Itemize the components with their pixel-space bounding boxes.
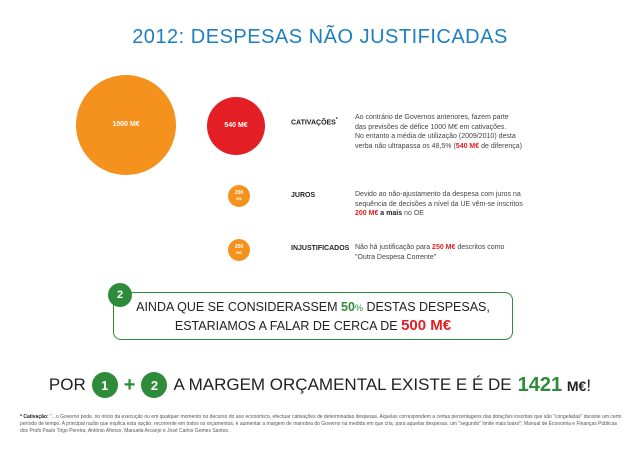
- description-line: No entanto a média de utilização (2009/2…: [355, 133, 516, 140]
- number-badge-2: 2: [108, 283, 132, 307]
- description-line: "Outra Despesa Corrente": [355, 253, 437, 261]
- description-text: no OE: [402, 210, 424, 217]
- circle-value: 540: [224, 122, 236, 130]
- scenario-line-1: AINDA QUE SE CONSIDERASSEM 50% DESTAS DE…: [114, 299, 512, 317]
- circle-value: 1000: [112, 121, 128, 129]
- injustificados-label: INJUSTIFICADOS: [291, 245, 350, 252]
- scenario-text: ESTARIAMOS A FALAR DE CERCA DE: [174, 319, 402, 333]
- highlight-value: 200 M€: [355, 210, 379, 217]
- total-amount: 1421: [517, 373, 563, 396]
- cativacoes-description: Ao contrário de Governos anteriores, faz…: [355, 113, 555, 151]
- description-line: 200 M€ a mais no OE: [355, 209, 565, 219]
- circle-unit: M€: [129, 121, 140, 129]
- highlight-value: 250 M€: [432, 244, 456, 251]
- scenario-percent-value: 50: [341, 300, 355, 314]
- scenario-line-2: ESTARIAMOS A FALAR DE CERCA DE 500 M€: [114, 317, 512, 335]
- percent-sign: %: [354, 303, 363, 313]
- cativacoes-label: CATIVAÇÕES*: [291, 117, 338, 126]
- description-line: Ao contrário de Governos anteriores, faz…: [355, 114, 509, 121]
- description-text: Não há justificação para: [355, 244, 433, 251]
- footnote-marker: *: [335, 117, 338, 123]
- injustificados-circle: 250 M€: [228, 239, 250, 261]
- highlight-value: 540 M€: [455, 142, 480, 150]
- juros-description: Devido ao não-ajustamento da despesa com…: [355, 190, 565, 219]
- description-line: sequência de decisões a nível da UE vêm-…: [355, 200, 523, 208]
- circle-unit: M€: [237, 122, 248, 130]
- circle-value: 250: [234, 244, 244, 251]
- footnote-label: * Cativação:: [20, 414, 49, 420]
- description-text: verba não ultrapassa os 48,5% (: [355, 142, 456, 150]
- circle-value: 200: [234, 190, 244, 197]
- description-text: a mais: [378, 210, 403, 217]
- description-text: de diferença): [479, 142, 522, 150]
- description-text: descritos como: [455, 244, 505, 251]
- footnote-text: "...o Governo pode, no início da execuçã…: [20, 414, 622, 434]
- total-unit: M€: [566, 377, 587, 394]
- conclusion-line: POR 1 + 2 A MARGEM ORÇAMENTAL EXISTE E É…: [0, 370, 640, 400]
- page-title: 2012: DESPESAS NÃO JUSTIFICADAS: [132, 26, 508, 48]
- description-line: verba não ultrapassa os 48,5% (540 M€ de…: [355, 142, 555, 152]
- juros-label: JUROS: [291, 192, 316, 199]
- plus-sign: +: [123, 373, 136, 396]
- scenario-amount: 500 M€: [401, 317, 452, 334]
- description-line: das previsões de défice 1000 M€ em cativ…: [355, 123, 507, 131]
- juros-circle: 200 M€: [228, 185, 250, 207]
- injustificados-description: Não há justificação para 250 M€ descrito…: [355, 243, 565, 262]
- conclusion-text: A MARGEM ORÇAMENTAL EXISTE E É DE: [173, 375, 512, 394]
- exclamation: !: [586, 375, 592, 395]
- circle-unit: M€: [236, 195, 242, 201]
- cativacoes-circle: 540 M€: [207, 97, 265, 155]
- scenario-box: AINDA QUE SE CONSIDERASSEM 50% DESTAS DE…: [113, 292, 513, 340]
- number-badge-1: 1: [91, 372, 118, 398]
- scenario-text: AINDA QUE SE CONSIDERASSEM: [136, 300, 342, 314]
- scenario-text: DESTAS DESPESAS,: [362, 300, 490, 314]
- number-badge-2: 2: [141, 372, 168, 398]
- conclusion-text: POR: [48, 375, 86, 394]
- description-line: Devido ao não-ajustamento da despesa com…: [355, 191, 521, 198]
- description-line: Não há justificação para 250 M€ descrito…: [355, 243, 565, 253]
- total-cativacoes-circle: 1000 M€: [76, 75, 176, 175]
- circle-unit: M€: [236, 249, 242, 255]
- footnote: * Cativação: "...o Governo pode, no iníc…: [20, 414, 625, 435]
- cativacoes-label-text: CATIVAÇÕES: [291, 119, 336, 127]
